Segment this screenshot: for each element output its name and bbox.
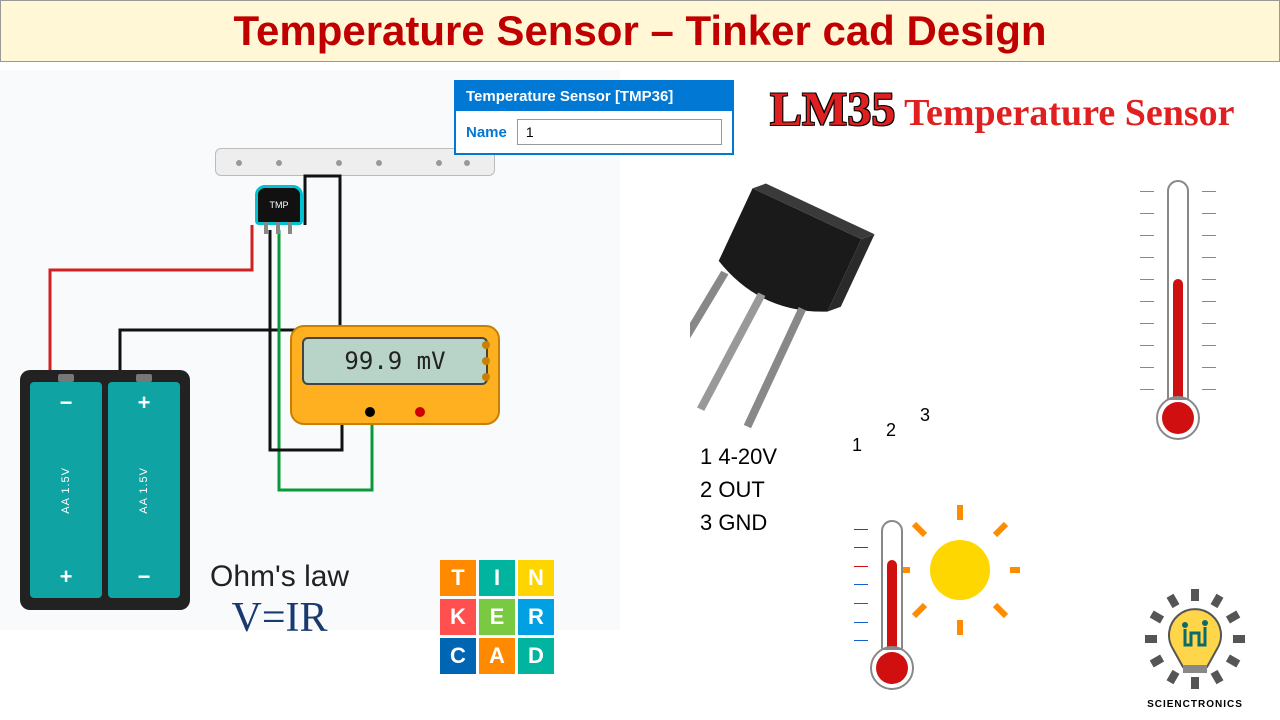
banner-text: Temperature Sensor – Tinker cad Design [233,7,1046,54]
pinout-text: 1 4-20V 2 OUT 3 GND [700,440,777,539]
battery-1: − AA 1.5V + [30,382,102,598]
tinkercad-logo: TIN KER CAD [440,560,554,674]
tmp-label: TMP [270,200,289,210]
tinkercad-cell-r: R [518,599,554,635]
tinkercad-cell-n: N [518,560,554,596]
pin-num-1: 1 [852,435,862,456]
thermometer-sun-icon [870,520,914,690]
lm35-diagram: 1 2 3 1 4-20V 2 OUT 3 GND [640,140,1280,720]
tinkercad-cell-k: K [440,599,476,635]
tinkercad-cell-c: C [440,638,476,674]
lm35-big: LM35 [770,83,895,136]
tinkercad-cell-t: T [440,560,476,596]
ohms-law-block: Ohm's law V=IR [210,560,349,642]
tmp36-component[interactable]: TMP [255,185,303,225]
lm35-title: LM35 Temperature Sensor [770,82,1235,137]
multimeter-reading: 99.9 mV [302,337,488,385]
ohms-formula: V=IR [210,594,349,642]
tinkercad-cell-e: E [479,599,515,635]
tinkercad-cell-a: A [479,638,515,674]
scienctronics-text: SCIENCTRONICS [1140,699,1250,710]
props-header: Temperature Sensor [TMP36] [456,82,732,111]
props-name-label: Name [466,124,507,141]
multimeter[interactable]: 99.9 mV [290,325,500,425]
lm35-subtitle: Temperature Sensor [904,92,1234,134]
breadboard [215,148,495,176]
scienctronics-logo: SCIENCTRONICS [1140,584,1250,710]
title-banner: Temperature Sensor – Tinker cad Design [0,0,1280,62]
bulb-gear-icon [1140,584,1250,694]
battery-2: + AA 1.5V − [108,382,180,598]
thermometer-large-icon [1156,180,1200,440]
pin-num-2: 2 [886,420,896,441]
battery-holder[interactable]: − AA 1.5V + + AA 1.5V − [20,370,190,610]
ohms-title: Ohm's law [210,560,349,594]
pin-num-3: 3 [920,405,930,426]
tinkercad-cell-i: I [479,560,515,596]
tinkercad-cell-d: D [518,638,554,674]
